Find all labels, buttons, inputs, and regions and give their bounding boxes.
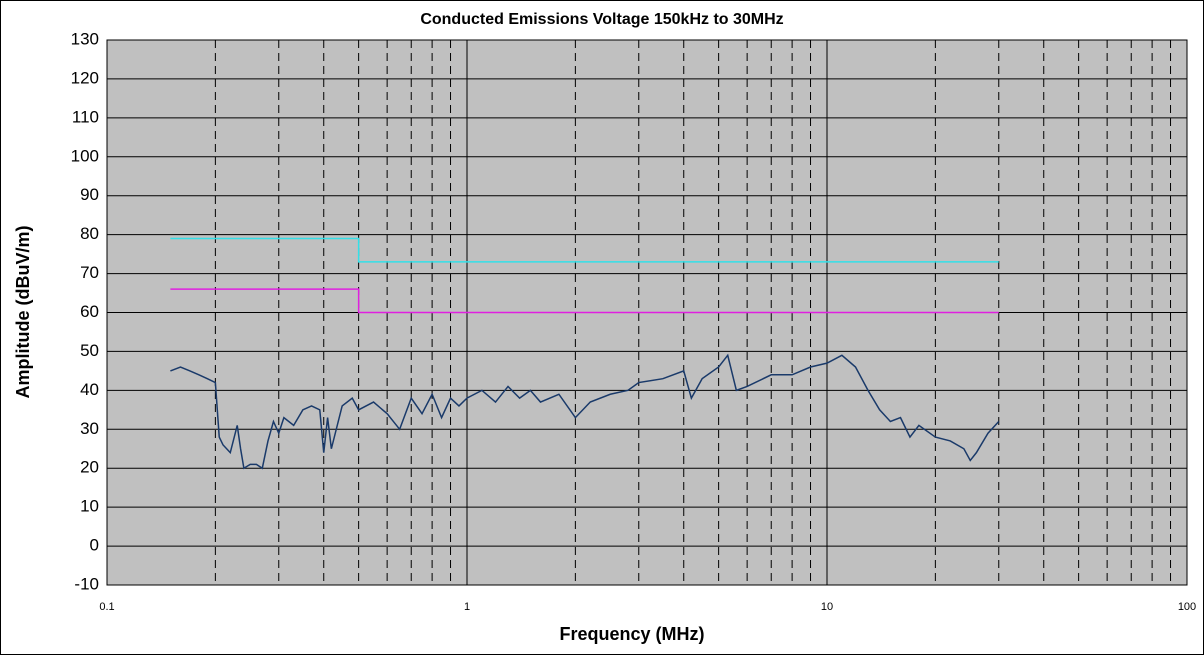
y-tick-label: -10	[74, 574, 99, 593]
y-tick-label: 80	[80, 224, 99, 243]
y-tick-label: 100	[71, 146, 99, 165]
y-axis-label: Amplitude (dBuV/m)	[13, 226, 33, 399]
x-axis-label: Frequency (MHz)	[559, 624, 704, 644]
y-tick-label: 110	[72, 107, 99, 126]
y-tick-label: 70	[80, 263, 99, 282]
x-tick-label: 100	[1178, 601, 1196, 613]
x-tick-label: 10	[821, 601, 833, 613]
x-tick-label: 1	[464, 601, 470, 613]
y-tick-label: 20	[80, 458, 99, 477]
y-tick-label: 120	[71, 68, 99, 87]
series-line	[170, 237, 999, 263]
y-tick-label: 40	[80, 380, 99, 399]
plot-border	[106, 39, 1188, 586]
chart-title: Conducted Emissions Voltage 150kHz to 30…	[420, 11, 783, 28]
x-tick-label: 0.1	[99, 601, 114, 613]
y-tick-label: 130	[71, 29, 99, 48]
y-tick-label: 30	[80, 419, 99, 438]
series-line	[170, 353, 1000, 470]
series-line	[170, 288, 999, 314]
y-tick-label: 10	[80, 497, 99, 516]
y-tick-label: 50	[80, 341, 99, 360]
y-tick-label: 0	[90, 536, 99, 555]
y-tick-label: 90	[80, 185, 99, 204]
y-tick-label: 60	[80, 302, 99, 321]
